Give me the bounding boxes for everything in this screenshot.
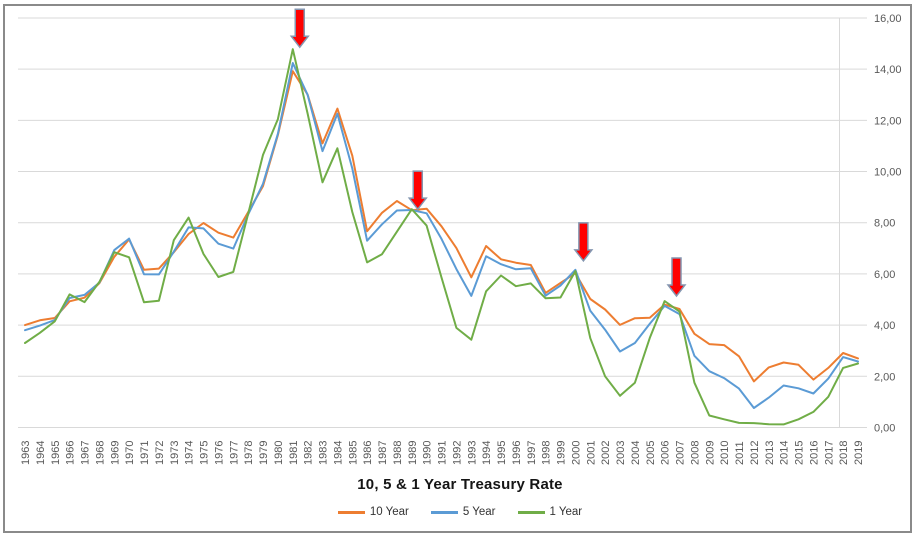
x-tick-label: 1974 [184, 441, 196, 465]
y-tick-label: 2,00 [874, 371, 895, 383]
y-tick-label: 8,00 [874, 218, 895, 230]
x-tick-label: 2009 [704, 441, 716, 465]
y-tick-label: 4,00 [874, 320, 895, 332]
inversion-arrow-2007 [666, 257, 687, 298]
x-tick-label: 1970 [124, 441, 136, 465]
x-tick-label: 1979 [258, 441, 270, 465]
chart-title: 10, 5 & 1 Year Treasury Rate [357, 476, 563, 493]
x-tick-label: 2002 [600, 441, 612, 465]
y-tick-label: 10,00 [874, 167, 902, 179]
x-tick-label: 1981 [288, 441, 300, 465]
x-tick-label: 1966 [65, 441, 77, 465]
x-tick-label: 2006 [660, 441, 672, 465]
inversion-arrow-1989 [407, 170, 428, 211]
x-tick-label: 1999 [556, 441, 568, 465]
x-tick-label: 2016 [808, 441, 820, 465]
x-tick-label: 1980 [273, 441, 285, 465]
legend-swatch-5-year [430, 510, 458, 514]
x-tick-label: 1963 [20, 441, 32, 465]
x-tick-label: 2008 [689, 441, 701, 465]
y-tick-label: 12,00 [874, 115, 902, 127]
x-tick-label: 1987 [377, 441, 389, 465]
x-tick-label: 2017 [823, 441, 835, 465]
x-tick-label: 2018 [838, 441, 850, 465]
x-tick-label: 1989 [407, 441, 419, 465]
series-line-1-year [24, 48, 859, 426]
legend-label-1-year: 1 Year [549, 506, 583, 518]
inversion-arrow-1981 [289, 8, 310, 49]
x-tick-label: 1972 [154, 441, 166, 465]
chart-legend: 10 Year 5 Year 1 Year [0, 506, 920, 518]
series-line-10-year [24, 70, 859, 383]
y-tick-label: 14,00 [874, 64, 902, 76]
x-tick-label: 1993 [466, 441, 478, 465]
x-tick-label: 1983 [318, 441, 330, 465]
x-tick-label: 1992 [451, 441, 463, 465]
x-tick-label: 2010 [719, 441, 731, 465]
legend-label-5-year: 5 Year [462, 506, 496, 518]
series-line-5-year [24, 62, 859, 409]
x-tick-label: 1982 [303, 441, 315, 465]
x-tick-label: 2013 [764, 441, 776, 465]
legend-item-1-year: 1 Year [517, 506, 583, 518]
x-tick-label: 2015 [794, 441, 806, 465]
x-tick-label: 1994 [481, 441, 493, 465]
x-tick-label: 2003 [615, 441, 627, 465]
legend-swatch-1-year [517, 510, 545, 514]
x-tick-label: 1964 [35, 441, 47, 465]
x-tick-label: 2004 [630, 441, 642, 465]
x-tick-label: 2012 [749, 441, 761, 465]
legend-item-10-year: 10 Year [337, 506, 409, 518]
legend-swatch-10-year [337, 510, 365, 514]
x-tick-label: 2000 [570, 441, 582, 465]
inversion-arrow-2000 [573, 222, 594, 263]
legend-label-10-year: 10 Year [369, 506, 409, 518]
x-tick-label: 1968 [94, 441, 106, 465]
x-tick-label: 1991 [437, 441, 449, 465]
y-tick-label: 0,00 [874, 423, 895, 435]
x-tick-label: 1975 [199, 441, 211, 465]
x-tick-label: 1978 [243, 441, 255, 465]
x-tick-label: 1984 [332, 441, 344, 465]
x-tick-label: 1990 [422, 441, 434, 465]
x-tick-label: 2019 [853, 441, 865, 465]
x-tick-label: 1965 [50, 441, 62, 465]
x-tick-label: 2011 [734, 441, 746, 465]
x-tick-label: 2007 [675, 441, 687, 465]
y-tick-label: 16,00 [874, 13, 902, 25]
x-tick-label: 1967 [80, 441, 92, 465]
x-tick-label: 2001 [585, 441, 597, 465]
x-tick-label: 1986 [362, 441, 374, 465]
x-tick-label: 1988 [392, 441, 404, 465]
x-tick-label: 1995 [496, 441, 508, 465]
x-tick-label: 2005 [645, 441, 657, 465]
x-tick-label: 1996 [511, 441, 523, 465]
x-tick-label: 1971 [139, 441, 151, 465]
x-tick-label: 1985 [347, 441, 359, 465]
x-tick-label: 1969 [109, 441, 121, 465]
x-tick-label: 1976 [213, 441, 225, 465]
y-tick-label: 6,00 [874, 269, 895, 281]
x-tick-label: 1998 [541, 441, 553, 465]
x-tick-label: 1977 [228, 441, 240, 465]
legend-item-5-year: 5 Year [430, 506, 496, 518]
x-tick-label: 1973 [169, 441, 181, 465]
x-tick-label: 1997 [526, 441, 538, 465]
x-tick-label: 2014 [779, 441, 791, 465]
